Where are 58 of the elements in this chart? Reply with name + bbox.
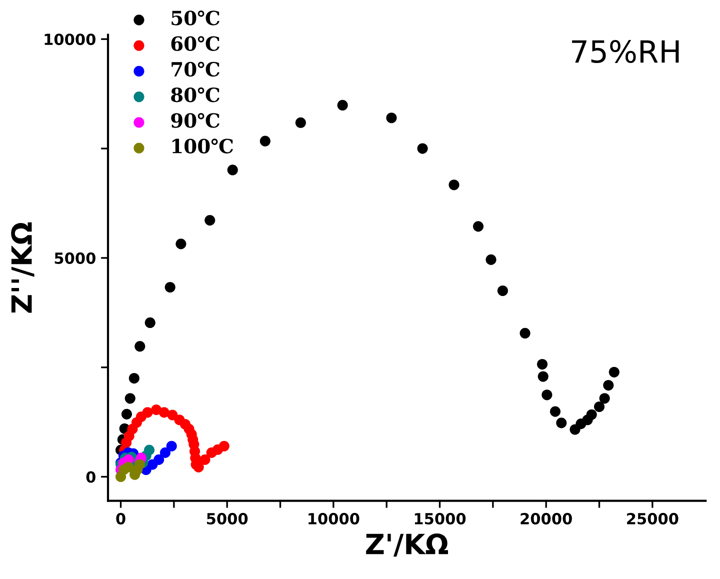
point — [193, 462, 204, 472]
point — [448, 180, 460, 190]
point — [520, 328, 530, 339]
point — [472, 221, 484, 232]
y-tick-label: 10000 — [44, 34, 96, 46]
point — [128, 373, 140, 384]
point — [158, 407, 170, 418]
point — [260, 136, 270, 146]
x-tick-label: 0 — [116, 512, 126, 524]
point — [200, 454, 210, 465]
x-axis-title: Z'/KΩ — [366, 533, 448, 557]
y-tick-label: 5000 — [54, 252, 96, 264]
point — [536, 359, 548, 370]
point — [134, 459, 145, 470]
legend-label: 90℃ — [171, 113, 220, 128]
point — [486, 254, 496, 265]
point — [386, 112, 397, 124]
legend-label: 70℃ — [172, 62, 220, 77]
point — [144, 444, 155, 456]
x-tick-label: 5000 — [207, 512, 248, 524]
x-tick-label: 20000 — [520, 512, 572, 524]
point — [142, 407, 153, 418]
point — [594, 401, 605, 412]
x-tick-label: 10000 — [308, 512, 360, 524]
point — [603, 380, 614, 391]
point — [123, 462, 134, 472]
point — [556, 418, 567, 428]
legend-label: 80℃ — [171, 87, 220, 102]
legend-label: 50℃ — [172, 10, 220, 26]
point — [586, 409, 597, 420]
point — [550, 406, 561, 417]
annotation: 75%RH — [572, 40, 679, 64]
point — [166, 440, 177, 452]
point — [160, 447, 170, 458]
point — [134, 341, 146, 352]
point — [124, 393, 136, 404]
x-tick-label: 25000 — [627, 512, 678, 524]
point — [542, 390, 552, 400]
point — [538, 371, 548, 382]
point — [337, 100, 348, 110]
legend-label: 60℃ — [171, 36, 220, 51]
point — [121, 408, 132, 420]
point — [608, 366, 620, 378]
point — [599, 393, 610, 404]
point — [164, 282, 176, 293]
point — [176, 238, 186, 250]
point — [497, 285, 508, 296]
point — [154, 454, 164, 465]
point — [144, 317, 156, 328]
point — [227, 164, 238, 176]
y-axis-title: Z''/KΩ — [11, 222, 34, 313]
point — [295, 117, 306, 128]
y-tick-label: 0 — [86, 471, 96, 483]
point — [204, 215, 216, 226]
point — [417, 143, 428, 154]
x-tick-label: 15000 — [414, 512, 466, 524]
legend-label: 100℃ — [172, 138, 233, 154]
point — [218, 440, 230, 452]
